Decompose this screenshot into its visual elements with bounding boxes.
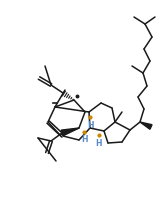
Polygon shape	[61, 128, 79, 136]
Text: H: H	[96, 139, 102, 147]
Text: H: H	[87, 121, 93, 130]
Text: H: H	[81, 136, 87, 144]
Polygon shape	[140, 122, 152, 129]
